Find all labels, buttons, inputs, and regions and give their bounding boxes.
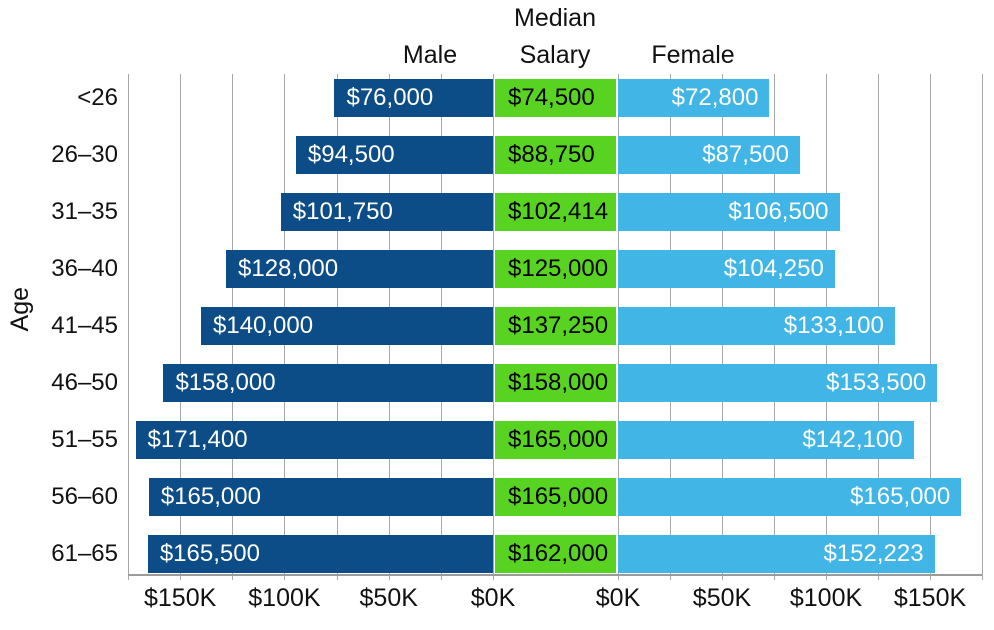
x-axis-tick-label-left: $0K	[470, 584, 516, 612]
gridline-left	[493, 74, 494, 574]
female-bar: $133,100	[618, 307, 895, 345]
x-axis-tick-label-right: $150K	[893, 584, 967, 612]
gridline-right	[930, 74, 931, 574]
x-axis-tick-mark	[493, 574, 494, 580]
x-axis-tick-label-left: $50K	[359, 584, 418, 612]
female-bar: $87,500	[618, 136, 800, 174]
age-tick-label: 61–65	[51, 540, 118, 567]
gridline-left	[128, 74, 129, 574]
female-bar: $142,100	[618, 421, 914, 459]
x-axis-tick-label-right: $100K	[789, 584, 863, 612]
x-axis-tick-label-left: $100K	[248, 584, 321, 612]
x-axis-tick-mark	[336, 574, 338, 580]
x-axis-tick-mark	[180, 574, 182, 580]
x-axis-line	[128, 574, 982, 576]
median-salary-cell: $165,000	[495, 478, 616, 516]
male-bar: $165,000	[148, 478, 493, 516]
female-bar: $152,223	[618, 535, 935, 573]
median-salary-cell: $165,000	[495, 421, 616, 459]
age-tick-label: <26	[77, 84, 118, 111]
median-header-line2: Salary	[519, 41, 591, 69]
median-salary-cell: $125,000	[495, 250, 616, 288]
female-bar: $106,500	[618, 193, 840, 231]
male-bar: $171,400	[135, 421, 493, 459]
x-axis-tick-label-right: $50K	[692, 584, 752, 612]
female-bar: $104,250	[618, 250, 835, 288]
median-salary-cell: $158,000	[495, 364, 616, 402]
male-bar: $140,000	[201, 307, 493, 345]
x-axis-tick-mark	[232, 574, 234, 580]
male-column-header: Male	[402, 41, 458, 69]
x-axis-tick-mark	[774, 574, 775, 580]
x-axis-tick-mark	[128, 574, 129, 580]
age-tick-label: 51–55	[51, 426, 118, 453]
gridline-left	[180, 74, 182, 574]
median-salary-cell: $88,750	[495, 136, 616, 174]
age-tick-label: 31–35	[51, 198, 118, 225]
female-bar: $153,500	[618, 364, 938, 402]
median-salary-cell: $102,414	[495, 193, 616, 231]
gridline-right	[982, 74, 983, 574]
x-axis-tick-mark	[670, 574, 671, 580]
female-bar: $72,800	[618, 79, 770, 117]
male-bar: $76,000	[334, 79, 493, 117]
x-axis-tick-mark	[284, 574, 286, 580]
x-axis-tick-mark	[826, 574, 827, 580]
x-axis-tick-mark	[878, 574, 879, 580]
age-tick-label: 56–60	[51, 483, 118, 510]
male-bar: $94,500	[295, 136, 493, 174]
x-axis-tick-mark	[440, 574, 442, 580]
x-axis-tick-label-left: $150K	[143, 584, 217, 612]
age-tick-label: 46–50	[51, 369, 118, 396]
age-tick-label: 36–40	[51, 255, 118, 282]
median-salary-cell: $137,250	[495, 307, 616, 345]
median-header-line1: Median	[514, 4, 596, 32]
male-bar: $128,000	[226, 250, 493, 288]
x-axis-tick-mark	[930, 574, 931, 580]
x-axis-tick-label-right: $0K	[595, 584, 641, 612]
age-tick-label: 41–45	[51, 312, 118, 339]
male-bar: $101,750	[280, 193, 493, 231]
x-axis-tick-mark	[388, 574, 390, 580]
male-bar: $158,000	[163, 364, 493, 402]
median-salary-cell: $74,500	[495, 79, 616, 117]
age-tick-label: 26–30	[51, 141, 118, 168]
x-axis-tick-mark	[982, 574, 983, 580]
x-axis-tick-mark	[722, 574, 723, 580]
male-bar: $165,500	[147, 535, 493, 573]
median-salary-cell: $162,000	[495, 535, 616, 573]
median-salary-column-header: Median Salary	[514, 0, 596, 74]
x-axis-tick-mark	[618, 574, 619, 580]
female-column-header: Female	[651, 41, 735, 69]
female-bar: $165,000	[618, 478, 962, 516]
